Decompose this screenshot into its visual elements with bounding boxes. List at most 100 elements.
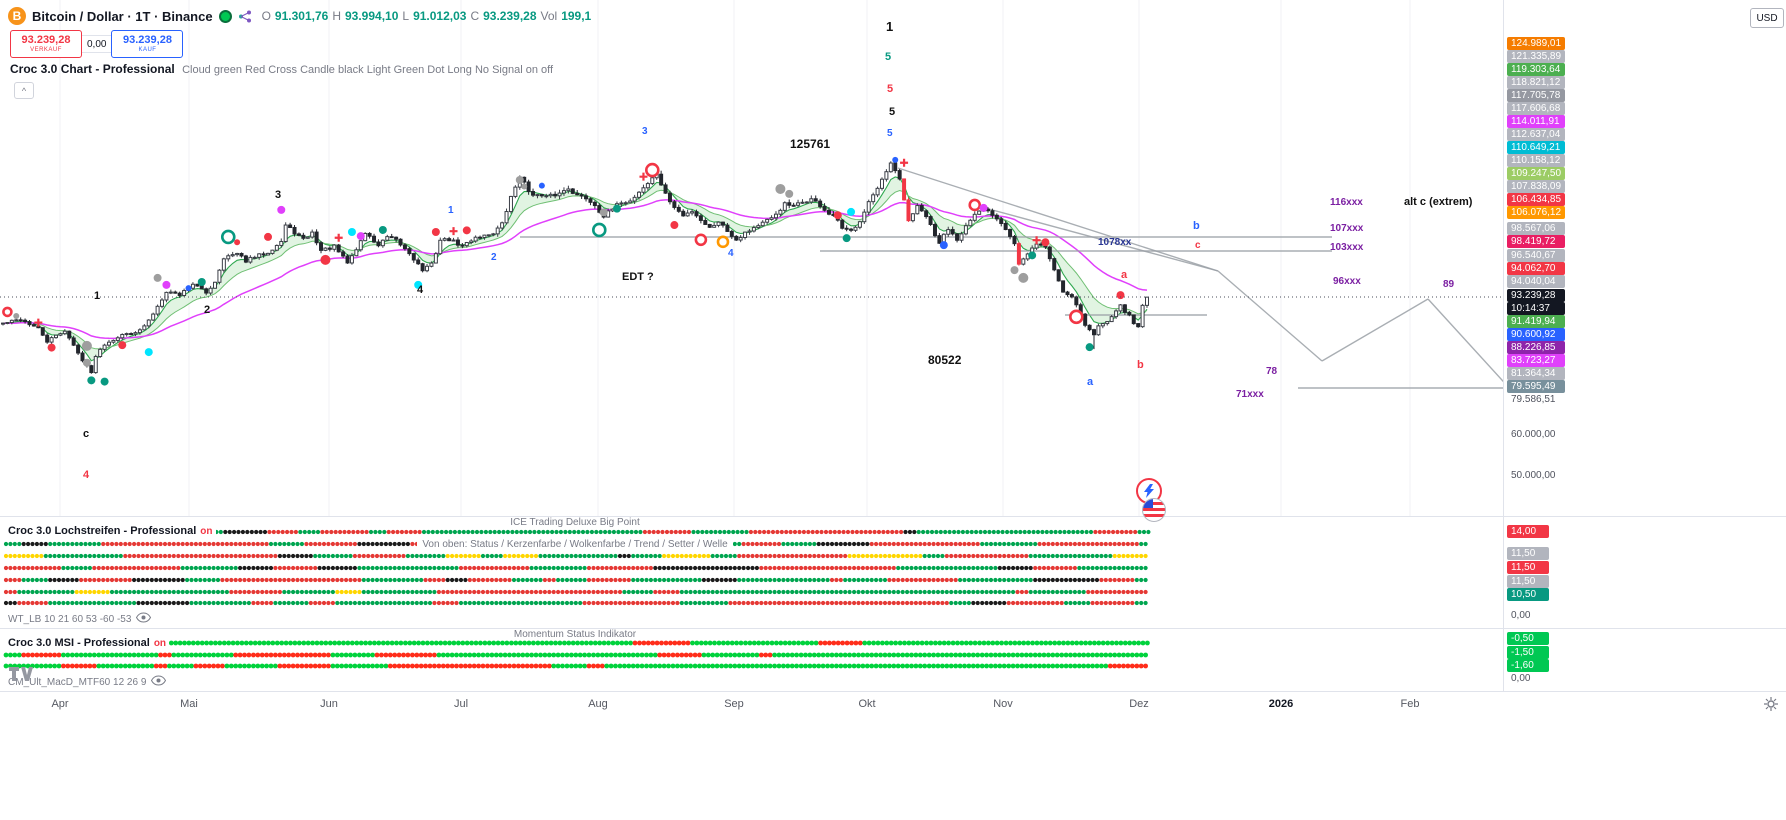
dot-row xyxy=(3,565,1148,571)
candles-layer xyxy=(1,161,1150,374)
pane-separator[interactable] xyxy=(0,516,1786,517)
price-scale-label: 124.989,01 xyxy=(1507,37,1565,50)
lochstreifen-panel-pane[interactable] xyxy=(0,517,1503,627)
dot-row xyxy=(3,541,1148,547)
price-scale-label: 106.076,12 xyxy=(1507,206,1565,219)
indicator-legend: Croc 3.0 Chart - Professional Cloud gree… xyxy=(10,62,553,76)
dot-row xyxy=(3,652,1148,658)
time-axis-label: Okt xyxy=(858,698,876,710)
market-status-icon xyxy=(218,9,232,23)
time-axis-label: Mai xyxy=(180,698,198,710)
price-scale-label: 0,00 xyxy=(1511,610,1531,621)
price-scale-label: 81.364,34 xyxy=(1507,367,1565,380)
price-scale-label: 90.600,92 xyxy=(1507,328,1565,341)
price-scale-label: 88.226,85 xyxy=(1507,341,1565,354)
price-scale-label: 10:14:37 xyxy=(1507,302,1565,315)
time-axis-label: Jun xyxy=(320,698,338,710)
price-scale-label: 79.586,51 xyxy=(1511,394,1556,405)
price-scale-label: 11,50 xyxy=(1507,561,1549,574)
tradingview-logo[interactable] xyxy=(8,666,34,687)
bitcoin-icon: B xyxy=(8,7,26,25)
price-scale-label: 50.000,00 xyxy=(1511,470,1556,481)
share-icon[interactable] xyxy=(238,10,252,23)
panel2-on-toggle[interactable]: on xyxy=(153,638,167,649)
eye-icon[interactable] xyxy=(151,675,167,689)
time-axis-label: Jul xyxy=(453,698,469,710)
panel1-on-toggle[interactable]: on xyxy=(200,526,213,537)
price-scale-label: 96.540,67 xyxy=(1507,249,1565,262)
dot-row xyxy=(209,529,1151,535)
price-scale-label: 119.303,64 xyxy=(1507,63,1565,76)
price-scale-label: 94.062,70 xyxy=(1507,262,1565,275)
price-scale-label: 91.419,94 xyxy=(1507,315,1565,328)
price-scale-label: -0,50 xyxy=(1507,632,1549,645)
price-scale-label: 98.419,72 xyxy=(1507,235,1565,248)
price-scale-label: 93.239,28 xyxy=(1507,289,1565,302)
price-scale-label: -1,60 xyxy=(1507,659,1549,672)
price-scale-border xyxy=(1503,0,1504,691)
price-scale-label: 106.434,85 xyxy=(1507,193,1565,206)
grid-layer xyxy=(59,0,1411,516)
price-scale-label: 11,50 xyxy=(1507,575,1549,588)
main-chart-pane[interactable] xyxy=(0,0,1503,516)
panel1-footer-label[interactable]: WT_LB 10 21 60 53 -60 -53 xyxy=(8,612,152,626)
price-scale-label: 14,00 xyxy=(1507,525,1549,538)
price-scale-label: 107.838,09 xyxy=(1507,180,1565,193)
price-scale-label: 98.567,06 xyxy=(1507,222,1565,235)
spread-value: 0,00 xyxy=(82,35,112,53)
price-scale-label: 11,50 xyxy=(1507,547,1549,560)
dot-row xyxy=(155,640,1150,646)
panel1-indicator-label[interactable]: Croc 3.0 Lochstreifen - Professional on xyxy=(8,525,216,537)
panel2-indicator-label[interactable]: Croc 3.0 MSI - Professional on xyxy=(8,637,170,649)
price-scale-label: 0,00 xyxy=(1511,673,1531,684)
signal-dots-layer xyxy=(2,156,1125,386)
msi-panel-pane[interactable] xyxy=(0,629,1503,690)
dot-row xyxy=(3,553,1148,559)
time-axis-label: Dez xyxy=(1129,698,1149,710)
price-scale[interactable]: 124.989,01 121.335,89 119.303,64 118.821,12… xyxy=(1503,0,1786,691)
price-scale-label: 117.606,68 xyxy=(1507,102,1565,115)
currency-toggle-button[interactable]: USD xyxy=(1750,8,1784,28)
sell-button[interactable]: 93.239,28 VERKAUF xyxy=(10,30,82,58)
price-scale-label: 94.040,04 xyxy=(1507,275,1565,288)
dot-row xyxy=(3,663,1148,669)
dot-row xyxy=(3,589,1148,595)
dot-row xyxy=(3,577,1148,583)
price-scale-label: 117.705,78 xyxy=(1507,89,1565,102)
price-scale-label: 110.158,12 xyxy=(1507,154,1565,167)
price-scale-label: 60.000,00 xyxy=(1511,429,1556,440)
time-axis-label: 2026 xyxy=(1268,698,1294,710)
price-scale-label: 110.649,21 xyxy=(1507,141,1565,154)
time-axis[interactable]: Apr Mai Jun Jul Aug Sep Okt Nov Dez 2026 Feb xyxy=(0,692,1786,718)
time-axis-label: Aug xyxy=(588,698,608,710)
trade-widget: 93.239,28 VERKAUF 0,00 93.239,28 KAUF xyxy=(10,30,184,58)
price-scale-label: 112.637,04 xyxy=(1507,128,1565,141)
pane-separator[interactable] xyxy=(0,628,1786,629)
time-axis-label: Feb xyxy=(1400,698,1420,710)
price-scale-label: 79.595,49 xyxy=(1507,380,1565,393)
indicator-name[interactable]: Croc 3.0 Chart - Professional xyxy=(10,62,175,76)
indicator-params: Cloud green Red Cross Candle black Light… xyxy=(182,64,554,76)
price-scale-label: 10,50 xyxy=(1507,588,1549,601)
axis-separator xyxy=(0,691,1786,692)
price-scale-label: -1,50 xyxy=(1507,646,1549,659)
magenta-baseline xyxy=(2,199,1148,340)
cloud-layer xyxy=(2,176,1148,362)
symbol-title[interactable]: Bitcoin / Dollar · 1T · Binance xyxy=(32,8,213,24)
price-scale-label: 118.821,12 xyxy=(1507,76,1565,89)
eye-icon[interactable] xyxy=(136,612,152,626)
axis-settings-gear-icon[interactable] xyxy=(1764,697,1778,716)
flag-badge-icon xyxy=(1142,498,1166,522)
collapse-chevron-button[interactable]: ^ xyxy=(14,82,34,99)
panel2-footer-label[interactable]: CM_Ult_MacD_MTF60 12 26 9 xyxy=(8,675,167,689)
dot-row xyxy=(3,600,1148,606)
buy-button[interactable]: 93.239,28 KAUF xyxy=(111,30,184,58)
time-axis-label: Nov xyxy=(993,698,1013,710)
time-axis-label: Apr xyxy=(51,698,69,710)
price-scale-label: 109.247,50 xyxy=(1507,167,1565,180)
price-scale-label: 83.723,27 xyxy=(1507,354,1565,367)
price-scale-label: 114.011,91 xyxy=(1507,115,1565,128)
price-scale-label: 121.335,89 xyxy=(1507,50,1565,63)
trendlines-layer xyxy=(520,167,1503,389)
